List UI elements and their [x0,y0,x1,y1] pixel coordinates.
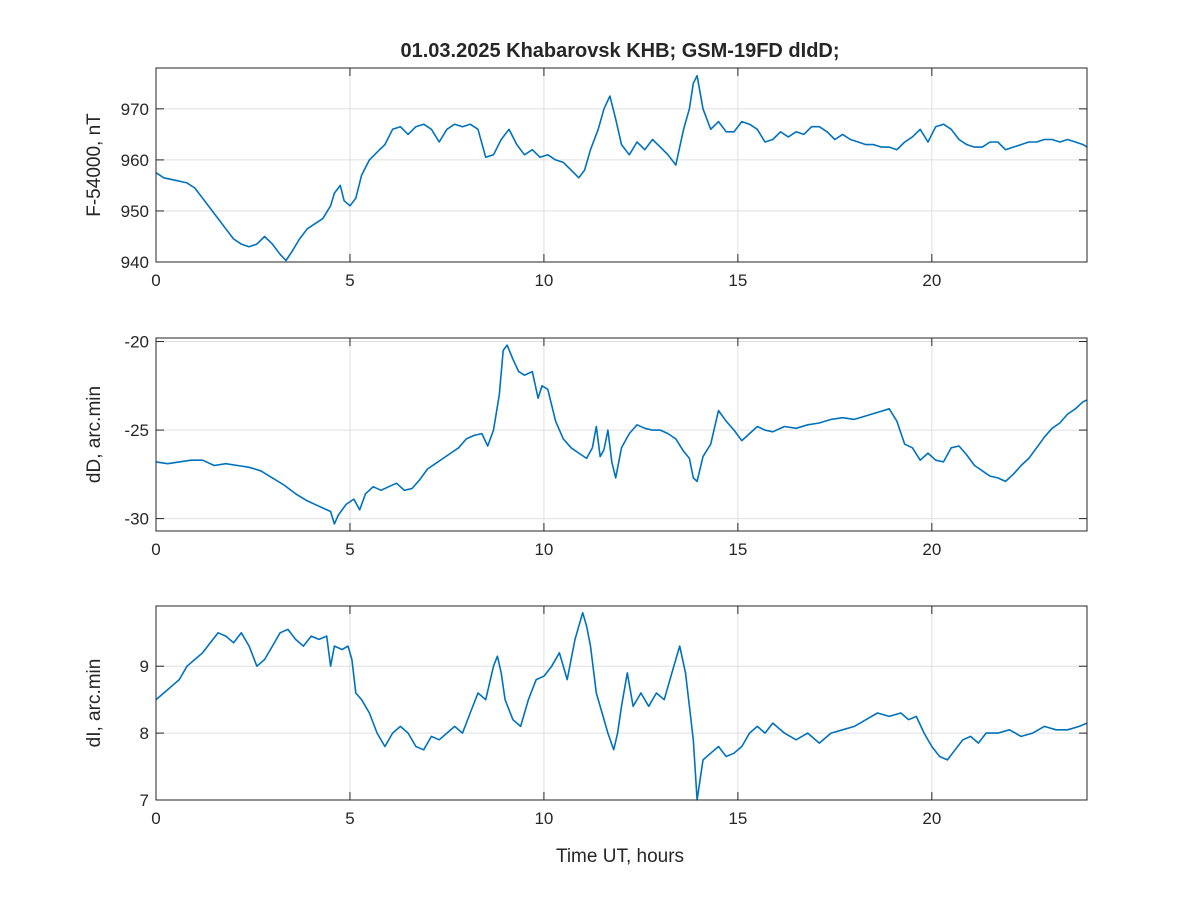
di-axes-frame [155,605,1088,801]
di-x-tick-label: 10 [534,809,553,828]
dd-y-tick-label: -25 [124,421,149,440]
di-x-tick-label: 0 [151,809,160,828]
di-series-line [156,611,1087,801]
f-x-tick-label: 20 [922,271,941,290]
di-y-tick-label: 9 [140,657,149,676]
f-y-tick-label: 960 [121,151,149,170]
total-field-panel: 0 5 10 15 20 940 950 960 970 F-54000, nT [84,67,1088,290]
figure-title: 01.03.2025 Khabarovsk KHB; GSM-19FD dIdD… [400,40,839,62]
dd-y-tick-label: -20 [124,333,149,352]
dd-series-line [156,344,1087,525]
f-axes-frame [155,67,1088,263]
dd-x-tick-label: 15 [728,540,747,559]
x-axis-label: Time UT, hours [556,846,684,867]
f-y-axis-label: F-54000, nT [84,113,105,217]
dd-x-tick-label: 0 [151,540,160,559]
dd-y-axis-label: dD, arc.min [84,386,105,483]
f-series-line [156,74,1087,262]
f-y-tick-label: 940 [121,253,149,272]
dd-x-tick-label: 10 [534,540,553,559]
di-y-tick-label: 8 [140,724,149,743]
di-x-tick-label: 15 [728,809,747,828]
di-y-axis-label: dI, arc.min [84,659,105,748]
di-y-tick-label: 7 [140,791,149,810]
f-x-tick-label: 5 [345,271,354,290]
dd-x-tick-label: 20 [922,540,941,559]
dd-y-tick-label: -30 [124,510,149,529]
f-y-tick-label: 970 [121,100,149,119]
f-plot-area [156,68,1087,262]
inclination-panel: 0 5 10 15 20 7 8 9 dI, arc.min [84,605,1088,828]
f-y-tick-label: 950 [121,202,149,221]
dd-axes-frame [155,337,1088,532]
di-x-tick-label: 5 [345,809,354,828]
declination-panel: 0 5 10 15 20 -30 -25 -20 dD, arc.min [84,333,1088,559]
f-x-tick-label: 10 [534,271,553,290]
dd-x-tick-label: 5 [345,540,354,559]
dd-plot-area [156,338,1087,531]
f-x-tick-label: 0 [151,271,160,290]
f-x-tick-label: 15 [728,271,747,290]
di-x-tick-label: 20 [922,809,941,828]
